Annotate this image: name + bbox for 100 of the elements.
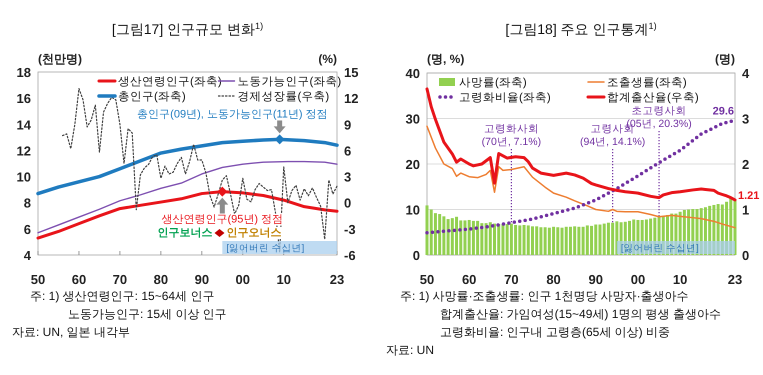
- x-tick-label: 80: [546, 272, 561, 287]
- text: 주: 1) 생산연령인구: 15~64세 인구: [30, 289, 214, 303]
- chart-title: [그림18] 주요 인구통계$^{1)}$: [505, 21, 657, 37]
- bar: [590, 226, 594, 255]
- y2-tick-label: 1: [742, 202, 750, 218]
- chart-title: [그림17] 인구규모 변화$^{1)}$: [112, 21, 264, 37]
- bar: [463, 220, 466, 255]
- y-tick-label: 20: [406, 157, 420, 172]
- x-tick-label: 23: [728, 272, 742, 287]
- ref-line-label: 고령화사회 (70년, 7.1%): [482, 123, 542, 148]
- text: 자료: UN, 일본 내각부: [12, 325, 130, 339]
- y2-tick-label: 15: [344, 65, 358, 80]
- y2-tick-label: 3: [742, 112, 750, 126]
- bar: [510, 224, 513, 255]
- legend-label: 총인구(좌축): [118, 90, 186, 103]
- x-tick-label: 10: [672, 272, 688, 287]
- bar: [530, 226, 534, 255]
- bar: [434, 213, 437, 255]
- y-tick-label: 8: [24, 196, 31, 211]
- y2-tick-label: -6: [344, 248, 356, 263]
- x-tick-label: 10: [276, 272, 291, 287]
- bar: [446, 219, 450, 255]
- x-tick-label: 80: [154, 272, 168, 287]
- y-tick-label: 16: [16, 91, 31, 106]
- x-tick-label: 60: [72, 272, 86, 287]
- y-tick-label: 14: [16, 117, 32, 132]
- annotation: 총인구(09년), 노동가능인구(11년) 정점: [137, 108, 328, 120]
- legend-label: 합계출산율(우축): [607, 91, 699, 104]
- bar: [526, 225, 530, 255]
- bar: [611, 222, 614, 255]
- bar: [560, 228, 564, 255]
- legend-label: 노동가능인구(좌축): [238, 75, 342, 88]
- band-label: [잃어버린 수십년]: [620, 243, 699, 254]
- y2-axis-title: (명): [715, 52, 735, 66]
- x-tick-label: 00: [236, 272, 250, 287]
- bar: [488, 222, 492, 255]
- y2-axis-title: (%): [318, 52, 337, 66]
- bar: [518, 225, 522, 255]
- bar: [544, 227, 547, 255]
- y2-tick-label: 0: [344, 196, 352, 211]
- bar: [497, 224, 500, 255]
- x-tick-label: 60: [462, 272, 476, 287]
- annotation: 인구오너스: [226, 227, 282, 239]
- x-tick-label: 70: [504, 272, 519, 287]
- y-tick-label: 4: [24, 248, 32, 263]
- legend-label: 생산연령인구(좌축): [118, 75, 222, 88]
- x-tick-label: 70: [112, 272, 128, 287]
- y-tick-label: 6: [24, 222, 31, 237]
- y-tick-label: 10: [16, 170, 31, 185]
- band-label: [잃어버린 수십년]: [226, 243, 304, 254]
- bar: [506, 224, 509, 255]
- text: 노동가능인구: 15세 이상 인구: [68, 307, 227, 321]
- line-series: [426, 87, 736, 202]
- text: 자료: UN: [386, 343, 434, 357]
- bar: [598, 224, 602, 255]
- y2-tick-label: 3: [344, 170, 352, 185]
- y-tick-label: 18: [16, 65, 31, 80]
- y-tick-label: 40: [406, 66, 420, 81]
- text: 합계출산율: 가임여성(15~49세) 1명의 평생 출생아수: [440, 307, 722, 321]
- text: 주: 1) 사망률·조출생률: 인구 1천명당 사망자·출생아수: [400, 289, 689, 303]
- bar: [552, 226, 556, 255]
- legend-label: 사망률(좌축): [459, 76, 527, 89]
- x-tick-label: 90: [588, 272, 603, 287]
- bar: [556, 227, 560, 255]
- bar: [430, 210, 433, 255]
- x-tick-label: 90: [194, 272, 210, 287]
- y2-tick-label: 9: [344, 117, 352, 132]
- y-tick-label: 0: [412, 248, 420, 263]
- x-tick-label: 23: [330, 272, 344, 287]
- bar: [438, 214, 442, 255]
- bar: [468, 220, 471, 255]
- bar: [586, 225, 589, 255]
- bar: [535, 226, 538, 255]
- y-tick-label: 30: [406, 112, 420, 126]
- y2-tick-label: -3: [344, 222, 356, 237]
- legend-label: 조출생률(좌축): [607, 76, 687, 89]
- y2-tick-label: 0: [742, 248, 750, 263]
- data-label: 1.21: [738, 190, 760, 202]
- legend-label: 고령화비율(좌축): [459, 91, 551, 104]
- y2-tick-label: 2: [742, 157, 750, 172]
- bar: [539, 227, 542, 255]
- y-tick-label: 10: [406, 202, 420, 218]
- x-tick-label: 50: [30, 272, 46, 287]
- bar: [426, 205, 428, 255]
- data-label: 29.6: [712, 105, 734, 118]
- bar: [480, 223, 484, 255]
- annotation: 생산연령인구(95년) 정점: [162, 214, 284, 226]
- x-tick-label: 50: [420, 272, 434, 287]
- bar: [455, 216, 458, 255]
- x-tick-label: 00: [630, 272, 646, 287]
- annotation: 인구보너스: [158, 227, 212, 239]
- y2-tick-label: 6: [344, 143, 352, 158]
- bar: [573, 226, 576, 255]
- y-axis-title: (명, %): [427, 52, 464, 66]
- bar: [493, 224, 496, 255]
- y2-tick-label: 12: [344, 91, 358, 106]
- bar: [501, 224, 504, 255]
- bar: [548, 228, 551, 255]
- bar: [594, 224, 598, 255]
- bar: [564, 226, 568, 255]
